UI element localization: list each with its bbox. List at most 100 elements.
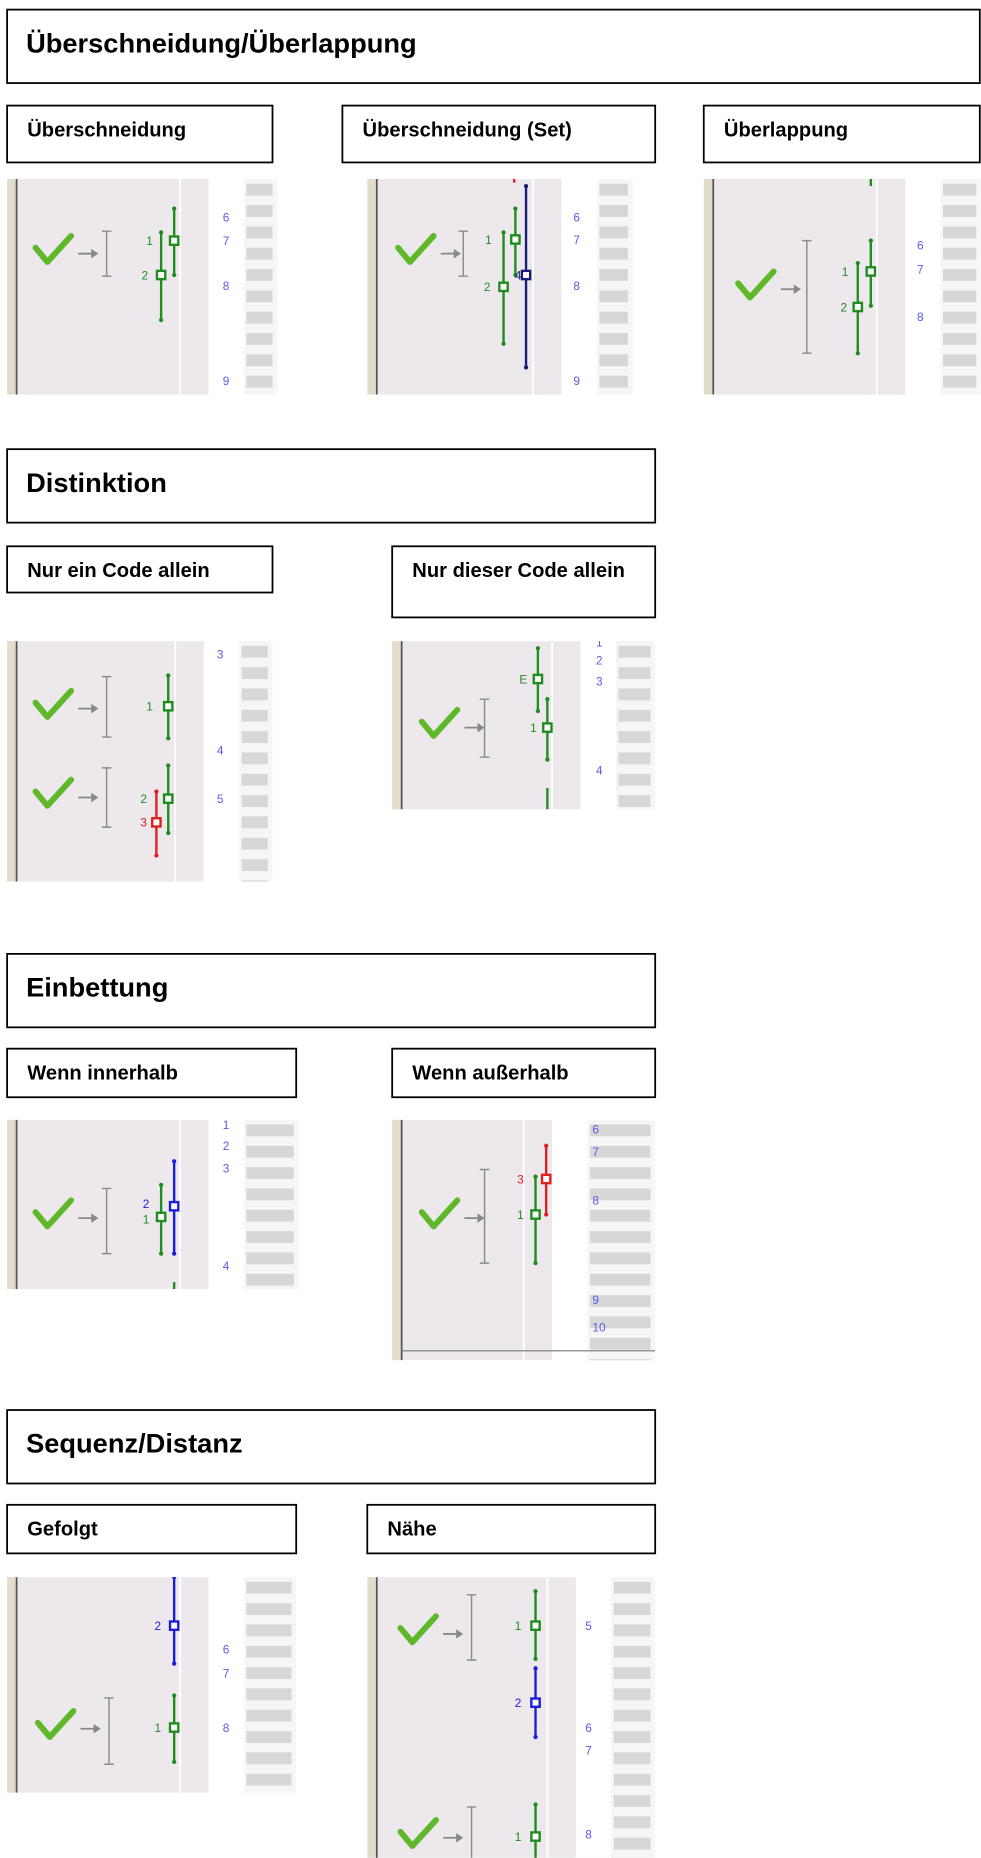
line-number: 2 [223,1139,230,1153]
line-number: 1 [596,636,603,650]
blurred-text [246,1646,291,1658]
blurred-text [614,1667,651,1679]
blurred-text [242,667,268,679]
code-marker [854,303,862,311]
subsection-title: Nur dieser Code allein [392,546,655,584]
line-number: 6 [917,239,924,253]
blurred-text [246,248,272,260]
panel-edge [7,1577,15,1793]
code-end [159,318,163,322]
blurred-text [618,688,650,700]
blurred-text [246,184,272,196]
panel-edge [367,179,375,395]
code-marker [867,267,875,275]
line-number: 3 [596,675,603,689]
code-end [172,207,176,211]
thumbnail: 12678 [704,179,981,395]
code-marker [157,1213,165,1221]
line-number: 8 [585,1827,592,1841]
blurred-text [614,1710,651,1722]
code-marker [531,1622,539,1630]
code-end [524,184,528,188]
blurred-text [618,795,650,807]
blurred-text [590,1359,650,1371]
blurred-text [943,354,976,366]
blurred-text [246,1210,293,1222]
code-end [172,1760,176,1764]
code-marker [152,818,160,826]
code-end [536,646,540,650]
blurred-text [590,1252,650,1264]
line-number: 1 [223,1118,230,1132]
blurred-text [600,184,628,196]
code-marker [170,1723,178,1731]
blurred-text [943,376,976,388]
blurred-text [246,1274,293,1286]
blurred-text [242,774,268,786]
blurred-text [246,1624,291,1636]
blurred-text [618,752,650,764]
subsection-title: Nur ein Code allein [7,546,272,584]
line-number: 4 [596,764,603,778]
blurred-text [242,880,268,892]
blurred-text [246,1688,291,1700]
blurred-text [246,1167,293,1179]
blurred-text [943,333,976,345]
code-end [172,273,176,277]
code-marker [170,236,178,244]
blurred-text [600,312,628,324]
blurred-text [242,752,268,764]
code-end [166,736,170,740]
line-number: 9 [223,374,230,388]
section-title: Sequenz/Distanz [26,1428,243,1459]
blurred-text [590,1210,650,1222]
line-number: 7 [585,1743,592,1757]
subsection-title-box: Gefolgt [7,1505,296,1554]
blurred-text [246,1124,293,1136]
blurred-text [618,710,650,722]
blurred-text [246,1603,291,1615]
blurred-text [618,774,650,786]
blurred-text [246,290,272,302]
panel-edge [392,1120,400,1361]
line-number: 7 [223,1666,230,1680]
code-end [545,697,549,701]
subsection-title: Wenn innerhalb [7,1049,296,1087]
code-end [172,1251,176,1255]
code-label: E [519,672,527,686]
line-number: 3 [223,1162,230,1176]
blurred-text [614,1603,651,1615]
panel-edge [704,179,712,395]
subsection-title-box: Nur ein Code allein [7,546,272,592]
blurred-text [246,333,272,345]
code-end [533,1802,537,1806]
code-label: 1 [485,233,492,247]
number-column [209,1577,245,1793]
blurred-text [943,184,976,196]
code-label: 1 [517,1208,524,1222]
code-label: 2 [841,300,848,314]
blurred-text [590,1188,650,1200]
blurred-text [242,731,268,743]
blurred-text [614,1624,651,1636]
code-end [856,261,860,265]
code-marker [534,675,542,683]
subsection-title: Überschneidung (Set) [342,106,655,144]
subsection-title-box: Wenn außerhalb [392,1049,655,1098]
code-marker [531,1832,539,1840]
blurred-text [600,376,628,388]
code-label: 2 [155,1619,162,1633]
thumbnail: 31678910 [392,1120,655,1371]
code-marker [499,283,507,291]
code-marker [164,795,172,803]
blurred-text [614,1646,651,1658]
blurred-text [242,838,268,850]
code-end [166,763,170,767]
code-label: 1 [146,700,153,714]
line-number: 4 [223,1259,230,1273]
thumbnail: E11234 [392,636,655,810]
code-end [154,853,158,857]
panel-edge [7,641,15,882]
blurred-text [246,1231,293,1243]
code-end [166,673,170,677]
